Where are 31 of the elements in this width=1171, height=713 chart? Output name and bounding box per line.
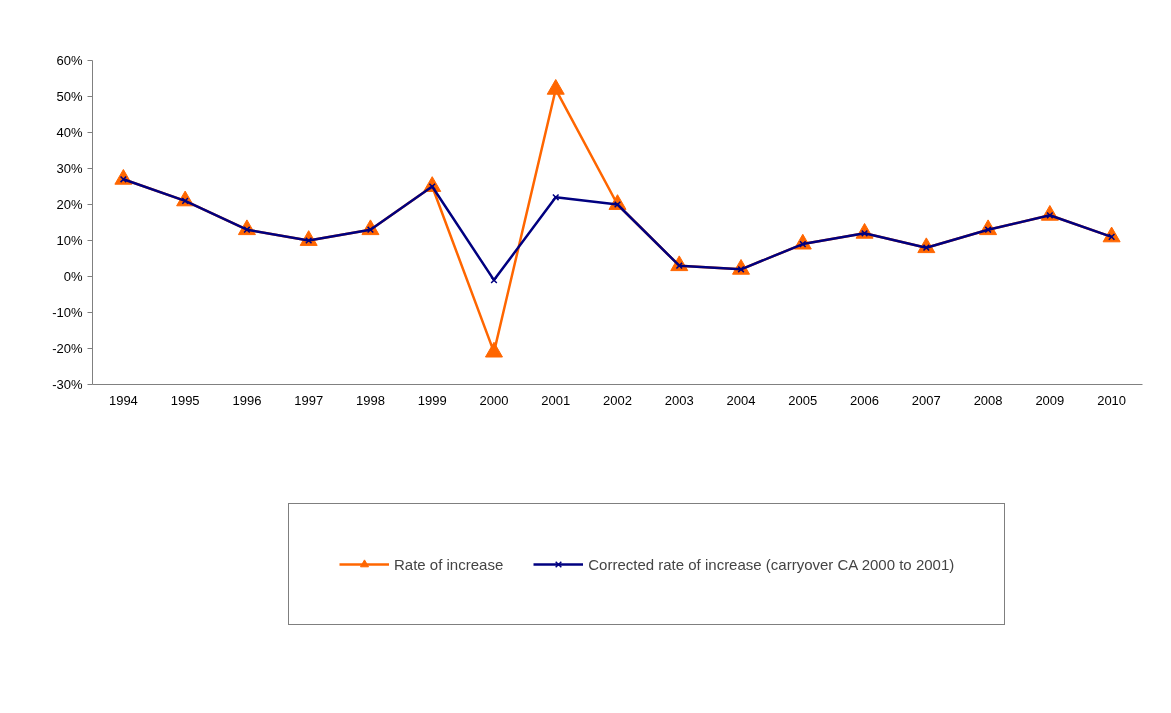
- point: [552, 193, 560, 201]
- x-tick-label: 2007: [911, 392, 941, 408]
- x-tick-label: 1996: [232, 392, 262, 408]
- x-tick-label: 2009: [1035, 392, 1065, 408]
- x-tick-label: 1999: [417, 392, 447, 408]
- x-tick-label: 1995: [170, 392, 200, 408]
- x-tick-label: 1997: [294, 392, 324, 408]
- x-tick-label: 2010: [1097, 392, 1127, 408]
- y-tick-label: -30%: [52, 377, 83, 392]
- x-tick-label: 2005: [788, 392, 818, 408]
- y-tick-label: 0%: [63, 269, 83, 284]
- legend-label: Rate of increase: [394, 555, 504, 573]
- x-tick-label: 2001: [541, 392, 571, 408]
- y-tick-label: -10%: [52, 305, 83, 320]
- y-tick-label: 40%: [56, 125, 83, 140]
- y-tick-label: -20%: [52, 341, 83, 356]
- x-tick-label: 2000: [479, 392, 509, 408]
- x-tick-label: 2003: [664, 392, 694, 408]
- x-tick-label: 2006: [850, 392, 880, 408]
- legend-label: Corrected rate of increase (carryover CA 2000 to 2001): [588, 555, 955, 573]
- y-tick-label: 20%: [56, 197, 83, 212]
- y-tick-label: 60%: [56, 53, 83, 68]
- x-tick-label: 1998: [355, 392, 385, 408]
- x-tick-label: 2008: [973, 392, 1003, 408]
- x-tick-label: 1994: [108, 392, 138, 408]
- y-tick-label: 10%: [56, 233, 83, 248]
- x-tick-label: 2004: [726, 392, 756, 408]
- x-tick-label: 2002: [603, 392, 632, 408]
- y-tick-label: 30%: [56, 161, 83, 176]
- point: [546, 78, 565, 95]
- y-tick-label: 50%: [56, 89, 83, 104]
